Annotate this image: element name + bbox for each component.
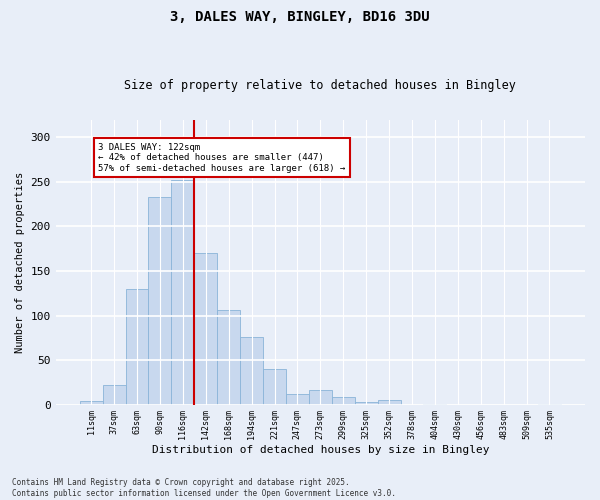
Bar (217, 310, 240, 404)
Y-axis label: Number of detached properties: Number of detached properties (15, 172, 25, 352)
Bar (172, 180, 194, 404)
Bar (263, 369, 286, 404)
Bar (240, 337, 263, 404)
Bar (125, 289, 148, 405)
Bar (103, 385, 125, 404)
Title: Size of property relative to detached houses in Bingley: Size of property relative to detached ho… (124, 79, 516, 92)
Bar (194, 253, 217, 404)
Bar (80, 401, 103, 404)
Bar (355, 402, 377, 404)
Bar (148, 197, 172, 404)
Text: 3, DALES WAY, BINGLEY, BD16 3DU: 3, DALES WAY, BINGLEY, BD16 3DU (170, 10, 430, 24)
Text: Contains HM Land Registry data © Crown copyright and database right 2025.
Contai: Contains HM Land Registry data © Crown c… (12, 478, 396, 498)
Bar (309, 390, 332, 404)
Bar (286, 394, 309, 404)
X-axis label: Distribution of detached houses by size in Bingley: Distribution of detached houses by size … (152, 445, 489, 455)
Bar (377, 400, 401, 404)
Bar (332, 396, 355, 404)
Text: 3 DALES WAY: 122sqm
← 42% of detached houses are smaller (447)
57% of semi-detac: 3 DALES WAY: 122sqm ← 42% of detached ho… (98, 142, 346, 172)
